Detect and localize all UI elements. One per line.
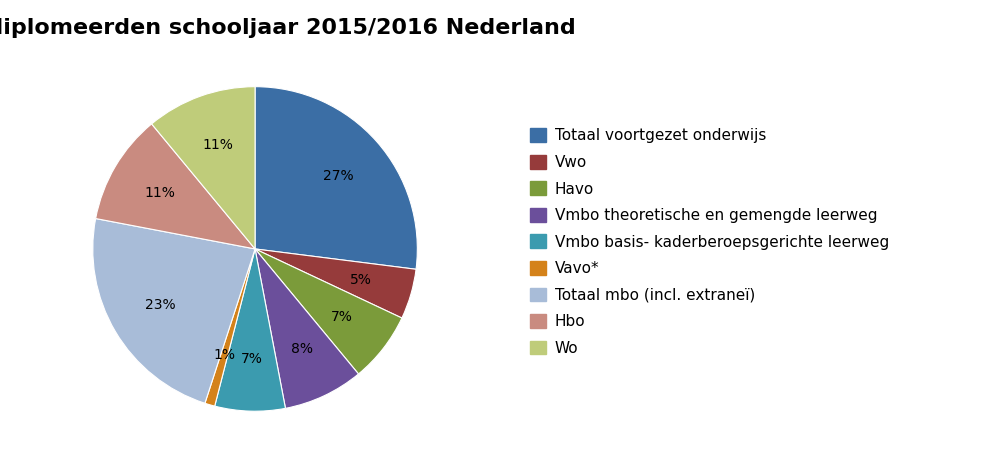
Wedge shape [96, 124, 255, 249]
Wedge shape [215, 249, 285, 411]
Text: 11%: 11% [144, 186, 176, 200]
Text: 5%: 5% [350, 273, 372, 287]
Wedge shape [205, 249, 255, 406]
Wedge shape [255, 249, 358, 408]
Text: Gediplomeerden schooljaar 2015/2016 Nederland: Gediplomeerden schooljaar 2015/2016 Nede… [0, 18, 576, 38]
Legend: Totaal voortgezet onderwijs, Vwo, Havo, Vmbo theoretische en gemengde leerweg, V: Totaal voortgezet onderwijs, Vwo, Havo, … [523, 121, 897, 363]
Text: 1%: 1% [213, 348, 235, 362]
Wedge shape [93, 219, 255, 403]
Text: 27%: 27% [323, 169, 353, 183]
Text: 7%: 7% [240, 352, 263, 366]
Text: 23%: 23% [145, 298, 176, 312]
Text: 8%: 8% [291, 342, 313, 356]
Wedge shape [255, 249, 402, 374]
Wedge shape [255, 87, 417, 269]
Text: 11%: 11% [202, 138, 233, 152]
Text: 7%: 7% [332, 310, 353, 324]
Wedge shape [152, 87, 255, 249]
Wedge shape [255, 249, 416, 318]
